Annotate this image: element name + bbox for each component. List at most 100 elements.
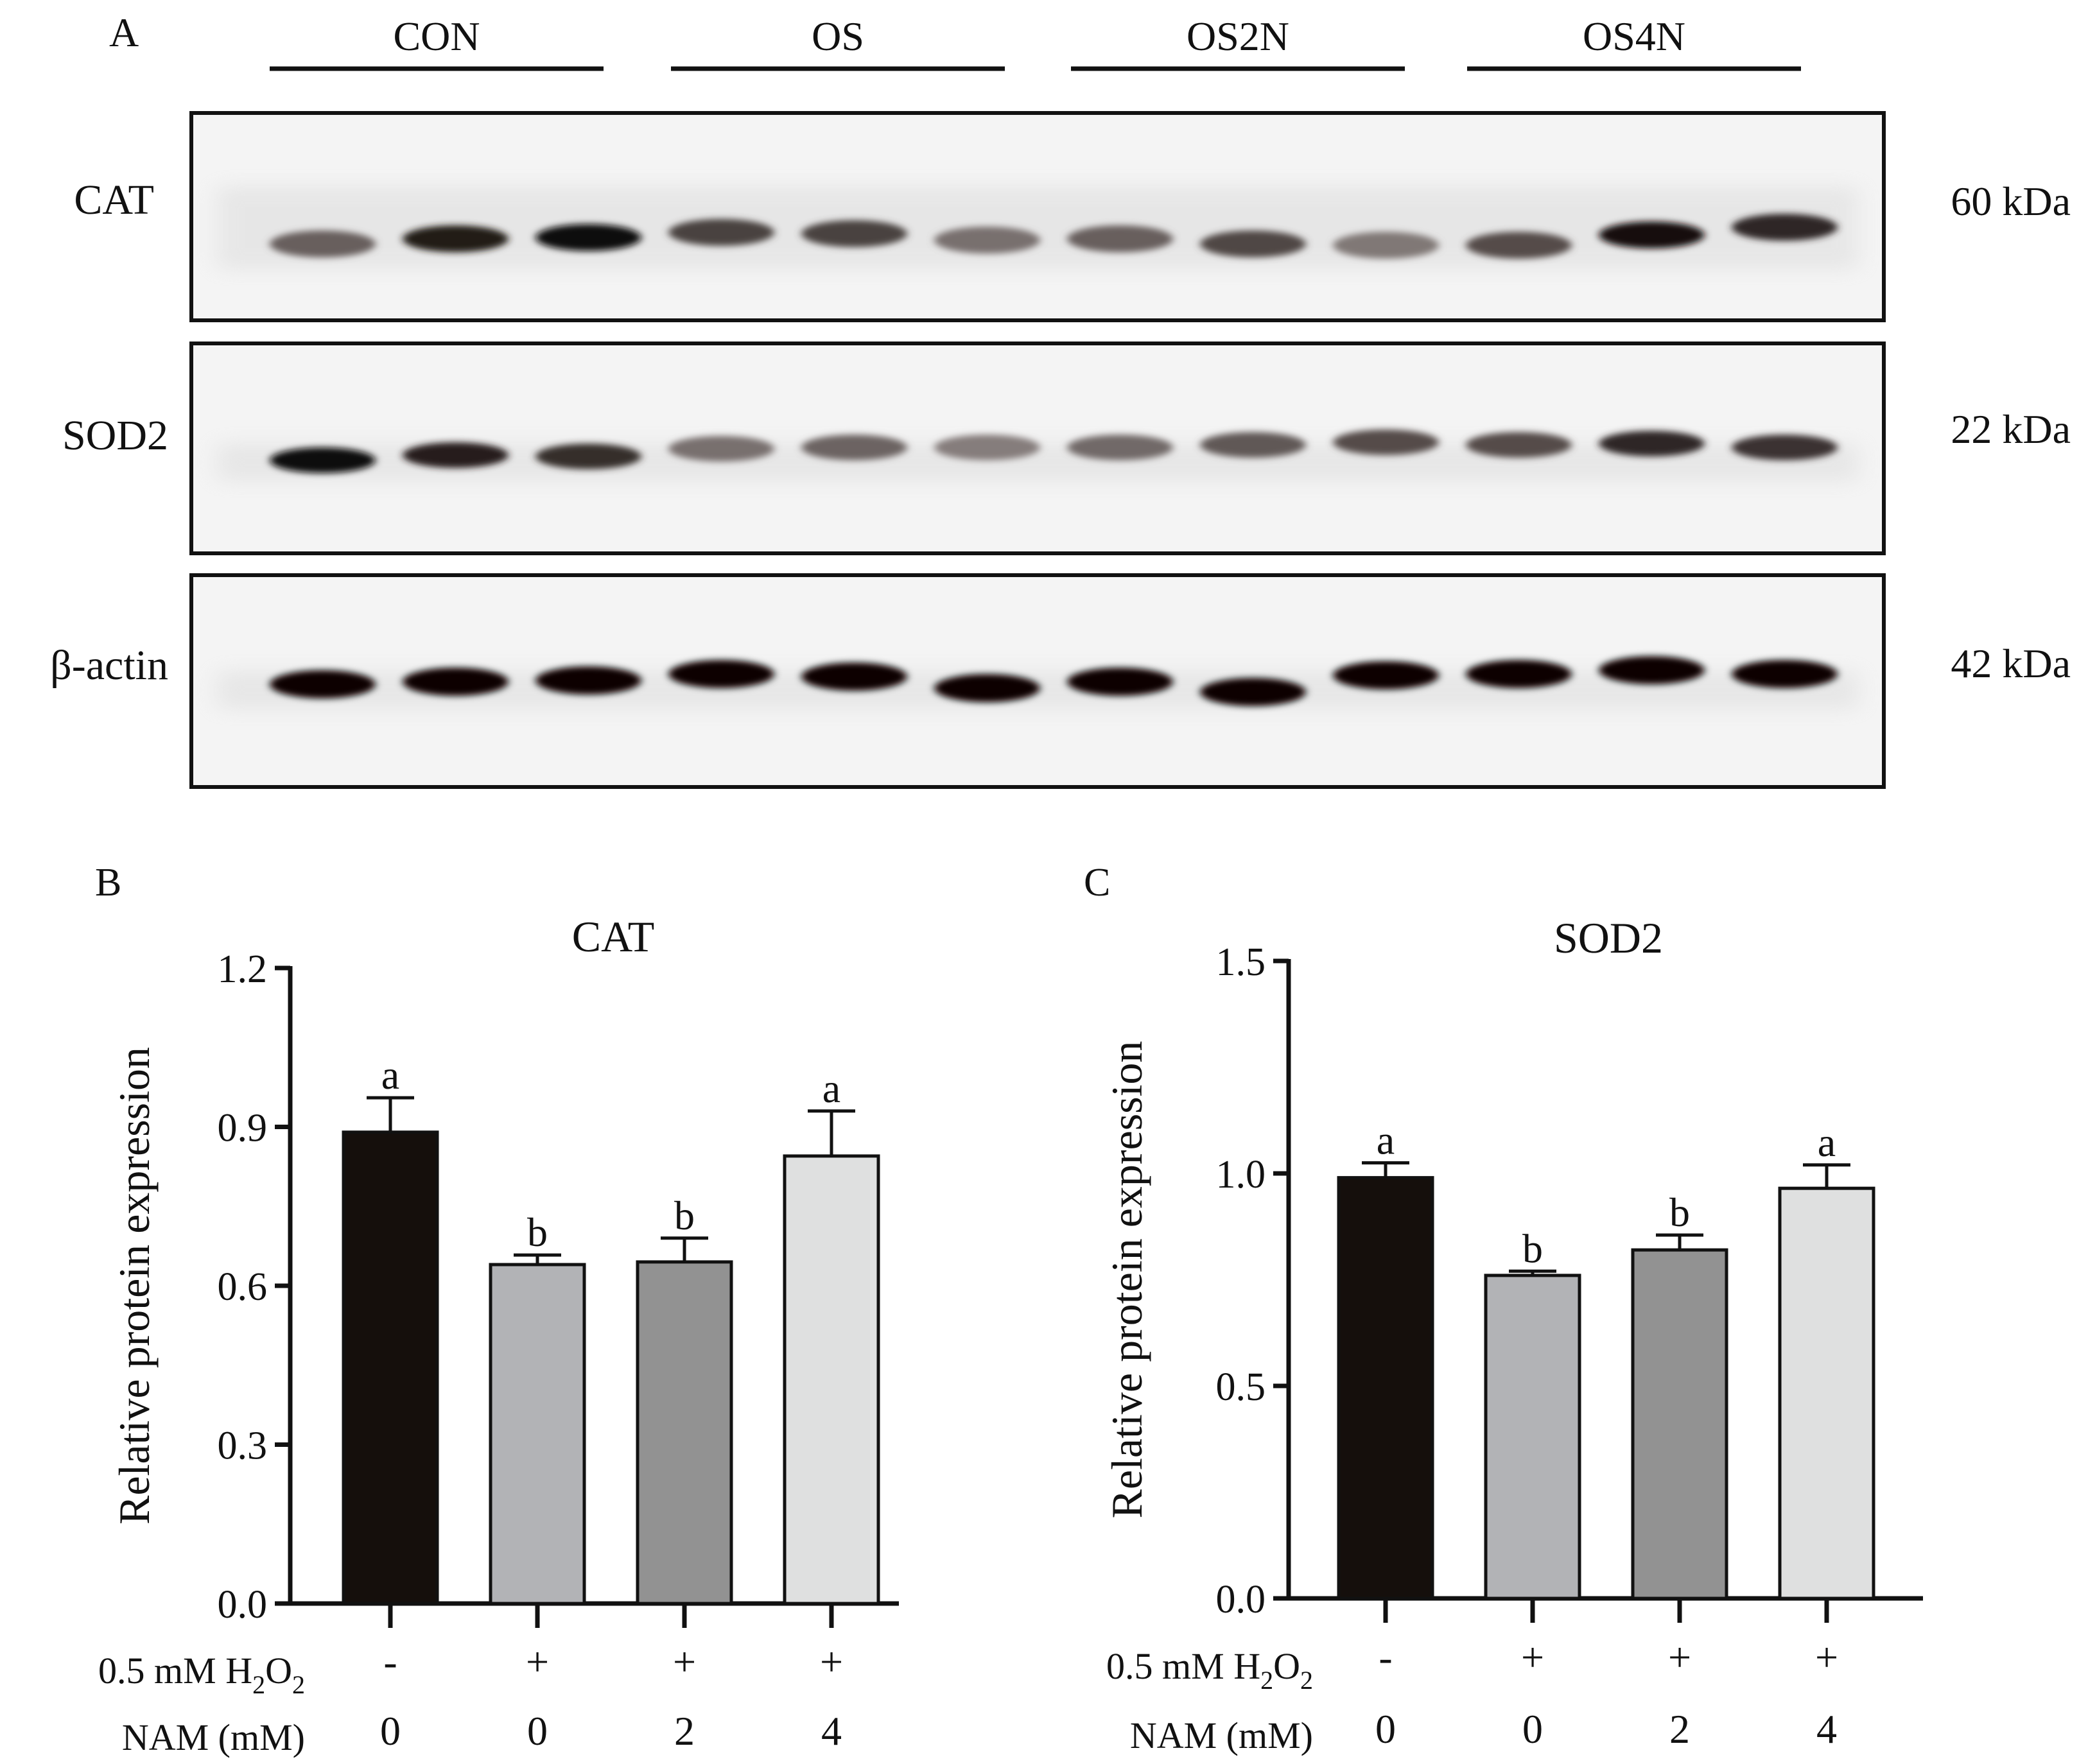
band-sod2-lane-5 (801, 435, 907, 460)
bar-2 (489, 1263, 586, 1605)
blot-actin: β-actin 42 kDa (50, 573, 2071, 789)
blot-sod2: SOD2 22 kDa (62, 342, 2071, 555)
band-sod2-lane-8 (1200, 432, 1306, 458)
band-actin-lane-7 (1067, 668, 1173, 696)
band-cat-lane-7 (1067, 225, 1173, 252)
significance-letter-3: b (674, 1193, 695, 1238)
band-actin-lane-2 (403, 668, 509, 696)
panel-c-letter: C (1084, 861, 1110, 904)
nam-row-label: NAM (mM) (1130, 1715, 1313, 1756)
blot-frame (189, 573, 1886, 789)
band-sod2-lane-6 (934, 435, 1040, 460)
significance-letter-1: a (381, 1052, 399, 1098)
blot-frame (189, 342, 1886, 555)
band-sod2-lane-11 (1599, 431, 1705, 456)
group-label-os4n: OS4N (1583, 13, 1685, 59)
band-actin-lane-1 (270, 670, 376, 698)
group-label-os2n: OS2N (1187, 13, 1289, 59)
mw-label-sod2: 22 kDa (1951, 406, 2071, 452)
significance-letter-4: a (822, 1066, 840, 1111)
significance-letter-3: b (1669, 1189, 1690, 1235)
bar-2 (1484, 1274, 1581, 1600)
band-actin-lane-8 (1200, 678, 1306, 706)
significance-letter-2: b (1522, 1225, 1543, 1271)
band-cat-lane-9 (1333, 232, 1439, 259)
band-cat-lane-10 (1466, 232, 1572, 259)
bar-1 (342, 1130, 439, 1605)
band-sod2-lane-7 (1067, 435, 1173, 460)
nam-value-3: 2 (674, 1708, 695, 1754)
h2o2-row-label: 0.5 mM H2O2 (98, 1650, 305, 1699)
western-blots: CAT 60 kDa SOD2 22 kDa β-actin 42 kDa (50, 111, 2071, 789)
band-cat-lane-4 (668, 219, 774, 246)
nam-value-2: 0 (1522, 1706, 1543, 1752)
h2o2-value-1: - (1379, 1634, 1392, 1680)
protein-label-cat: CAT (74, 177, 154, 223)
y-tick-label: 0.9 (218, 1107, 268, 1150)
protein-label-sod2: SOD2 (62, 412, 168, 459)
band-actin-lane-11 (1599, 656, 1705, 684)
h2o2-value-3: + (673, 1639, 696, 1684)
nam-value-1: 0 (1375, 1706, 1396, 1752)
mw-label-cat: 60 kDa (1951, 178, 2071, 224)
band-sod2-lane-1 (270, 447, 376, 473)
y-tick-label: 1.0 (1216, 1153, 1266, 1197)
h2o2-row-label: 0.5 mM H2O2 (1106, 1645, 1313, 1695)
nam-value-4: 4 (821, 1708, 842, 1754)
panel-b-chart: B CAT Relative protein expression 0.0 0.3 0.… (95, 861, 899, 1758)
y-axis-label: Relative protein expression (1102, 1041, 1151, 1518)
nam-value-3: 2 (1669, 1706, 1690, 1752)
group-label-os: OS (812, 13, 864, 59)
significance-letter-2: b (527, 1209, 548, 1255)
band-actin-lane-12 (1732, 660, 1838, 688)
nam-value-1: 0 (380, 1708, 401, 1754)
band-actin-lane-10 (1466, 660, 1572, 688)
band-cat-lane-2 (403, 225, 509, 252)
bar-4 (1778, 1186, 1875, 1600)
h2o2-value-4: + (820, 1639, 843, 1684)
band-cat-lane-5 (801, 220, 907, 247)
band-cat-lane-1 (270, 230, 376, 257)
band-sod2-lane-9 (1333, 429, 1439, 455)
blot-haze (217, 186, 1858, 270)
bar-1 (1337, 1176, 1434, 1600)
bar-4 (783, 1154, 880, 1605)
bar-3 (1631, 1248, 1728, 1600)
blot-frame (189, 111, 1886, 322)
panel-a: A CON OS OS2N OS4N CAT 60 kDa SOD2 22 kDa β-act… (50, 10, 2071, 789)
band-sod2-lane-2 (403, 442, 509, 468)
blot-cat: CAT 60 kDa (74, 111, 2071, 322)
h2o2-value-2: + (1521, 1634, 1544, 1680)
h2o2-value-3: + (1668, 1634, 1691, 1680)
chart-title: CAT (572, 912, 654, 961)
protein-label-actin: β-actin (50, 642, 168, 689)
nam-row-label: NAM (mM) (122, 1716, 305, 1758)
band-actin-lane-9 (1333, 661, 1439, 689)
band-sod2-lane-10 (1466, 432, 1572, 458)
panel-c-chart: C SOD2 Relative protein expression 0.0 0.5 1… (1084, 861, 1923, 1756)
bar-3 (636, 1260, 733, 1605)
y-tick-label: 1.2 (218, 947, 268, 991)
y-axis-label: Relative protein expression (110, 1047, 159, 1525)
h2o2-value-1: - (383, 1639, 397, 1684)
y-tick-label: 0.0 (1216, 1578, 1266, 1621)
mw-label-actin: 42 kDa (1951, 641, 2071, 686)
y-tick-label: 0.3 (218, 1424, 268, 1468)
band-sod2-lane-4 (668, 436, 774, 462)
nam-value-4: 4 (1816, 1706, 1837, 1752)
band-cat-lane-12 (1732, 214, 1838, 241)
band-cat-lane-11 (1599, 221, 1705, 248)
y-tick-label: 0.5 (1216, 1365, 1266, 1409)
y-tick-label: 0.0 (218, 1583, 268, 1627)
band-sod2-lane-12 (1732, 435, 1838, 460)
band-actin-lane-4 (668, 660, 774, 688)
band-actin-lane-3 (535, 666, 641, 695)
group-headers: CON OS OS2N OS4N (270, 13, 1801, 71)
band-sod2-lane-3 (535, 444, 641, 469)
panel-a-letter: A (109, 10, 139, 55)
band-cat-lane-8 (1200, 230, 1306, 257)
panel-b-letter: B (95, 861, 121, 904)
h2o2-value-2: + (526, 1639, 549, 1684)
significance-letter-1: a (1377, 1117, 1395, 1163)
